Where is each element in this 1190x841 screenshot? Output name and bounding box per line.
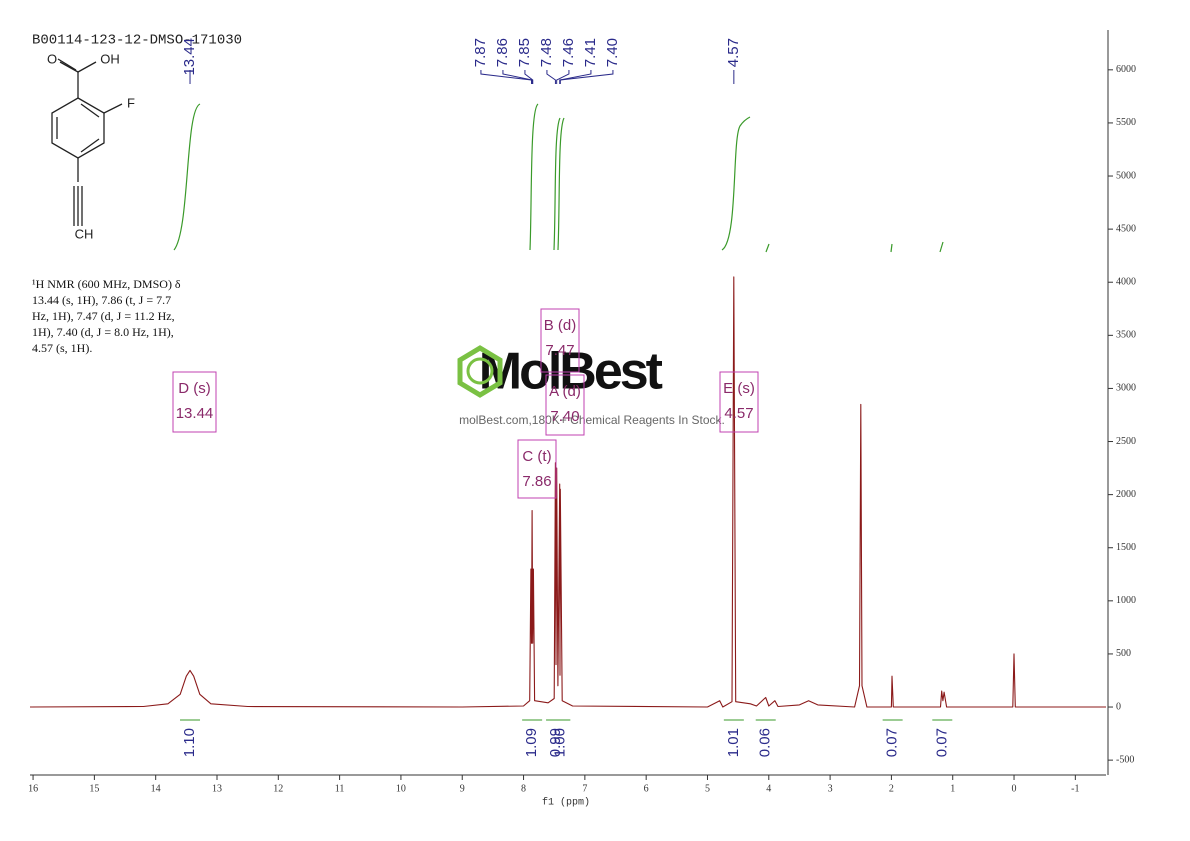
- nmr-description: 1H), 7.40 (d, J = 8.0 Hz, 1H),: [32, 325, 174, 339]
- peak-label: 7.87: [472, 38, 489, 67]
- y-tick-label: 4000: [1116, 277, 1136, 288]
- integral-label: 1.01: [725, 728, 742, 757]
- multiplet-label: E (s): [723, 380, 755, 397]
- multiplet-shift: 7.47: [545, 342, 574, 359]
- x-tick-label: 16: [28, 783, 38, 794]
- nmr-description: ¹H NMR (600 MHz, DMSO) δ: [32, 277, 181, 291]
- x-tick-label: 7: [582, 783, 587, 794]
- peak-connector: [546, 70, 556, 84]
- peak-label: 7.86: [494, 38, 511, 67]
- multiplet-box: [540, 308, 580, 373]
- multiplet-box: [545, 374, 585, 436]
- multiplet-label: B (d): [544, 317, 577, 334]
- y-tick-label: -500: [1116, 754, 1134, 765]
- peak-label: 4.57: [725, 38, 742, 67]
- atom-label: O: [47, 51, 57, 66]
- multiplet-label: C (t): [522, 448, 551, 465]
- x-tick-label: 9: [460, 783, 465, 794]
- x-tick-label: 1: [950, 783, 955, 794]
- x-tick-label: 10: [396, 783, 406, 794]
- multiplet-shift: 13.44: [176, 405, 214, 422]
- y-tick-label: 2000: [1116, 489, 1136, 500]
- x-tick-label: 12: [273, 783, 283, 794]
- watermark-logo: [457, 345, 503, 398]
- y-tick-label: 0: [1116, 701, 1121, 712]
- x-tick-label: 0: [1012, 783, 1017, 794]
- integral-label: 0.07: [933, 728, 950, 757]
- x-tick-label: 5: [705, 783, 710, 794]
- atom-label: CH: [75, 226, 94, 241]
- multiplet-shift: 7.86: [522, 473, 551, 490]
- integral-curves: [173, 103, 944, 253]
- nmr-description: Hz, 1H), 7.47 (d, J = 11.2 Hz,: [32, 309, 175, 323]
- peak-connector: [559, 70, 592, 84]
- x-tick-label: 14: [151, 783, 161, 794]
- peak-label: 7.48: [538, 38, 555, 67]
- nmr-description: 13.44 (s, 1H), 7.86 (t, J = 7.7: [32, 293, 171, 307]
- atom-label: OH: [100, 51, 120, 66]
- multiplet-box: [172, 371, 217, 433]
- x-tick-label: 11: [335, 783, 345, 794]
- peak-label: 13.44: [181, 38, 198, 76]
- integral-label: 0.06: [757, 728, 774, 757]
- peak-label: 7.41: [582, 38, 599, 67]
- x-tick-label: 4: [766, 783, 771, 794]
- atom-label: F: [127, 95, 135, 110]
- x-tick-label: 2: [889, 783, 894, 794]
- y-tick-label: 6000: [1116, 64, 1136, 75]
- x-tick-label: 13: [212, 783, 222, 794]
- x-tick-label: 6: [644, 783, 649, 794]
- x-tick-label: -1: [1071, 783, 1079, 794]
- x-axis-label: f1 (ppm): [542, 797, 590, 809]
- x-tick-label: 15: [89, 783, 99, 794]
- peak-connector: [559, 70, 614, 84]
- x-tick-label: 8: [521, 783, 526, 794]
- watermark-subtitle: molBest.com,180K+ Chemical Reagents In S…: [459, 413, 725, 427]
- nmr-description: 4.57 (s, 1H).: [32, 341, 92, 355]
- multiplet-box: [719, 371, 759, 433]
- peak-connector: [524, 70, 534, 84]
- peak-label: 7.46: [560, 38, 577, 67]
- y-tick-label: 3500: [1116, 330, 1136, 341]
- y-tick-label: 5000: [1116, 170, 1136, 181]
- multiplet-label: D (s): [178, 380, 211, 397]
- y-tick-label: 1500: [1116, 542, 1136, 553]
- peak-connector: [480, 70, 533, 84]
- chart-title: B00114-123-12-DMSO-171030: [32, 33, 242, 49]
- integral-label: 0.99: [547, 728, 564, 757]
- integral-label: 1.00: [551, 728, 568, 757]
- integral-label: 1.10: [181, 728, 198, 757]
- y-tick-label: 2500: [1116, 436, 1136, 447]
- y-tick-label: 4500: [1116, 223, 1136, 234]
- y-tick-label: 5500: [1116, 117, 1136, 128]
- structure: [51, 58, 123, 226]
- integral-label: 0.07: [884, 728, 901, 757]
- multiplet-label: A (d): [549, 383, 581, 400]
- peak-connector: [556, 70, 570, 84]
- multiplet-box: [517, 439, 557, 499]
- multiplet-shift: 7.40: [550, 408, 579, 425]
- multiplet-shift: 4.57: [724, 405, 753, 422]
- spectrum-trace: [29, 276, 1106, 708]
- y-tick-label: 3000: [1116, 383, 1136, 394]
- y-tick-label: 500: [1116, 648, 1131, 659]
- peak-label: 7.40: [604, 38, 621, 67]
- peak-connector: [502, 70, 533, 84]
- integral-label: 1.09: [523, 728, 540, 757]
- x-tick-label: 3: [828, 783, 833, 794]
- y-tick-label: 1000: [1116, 595, 1136, 606]
- peak-label: 7.85: [516, 38, 533, 67]
